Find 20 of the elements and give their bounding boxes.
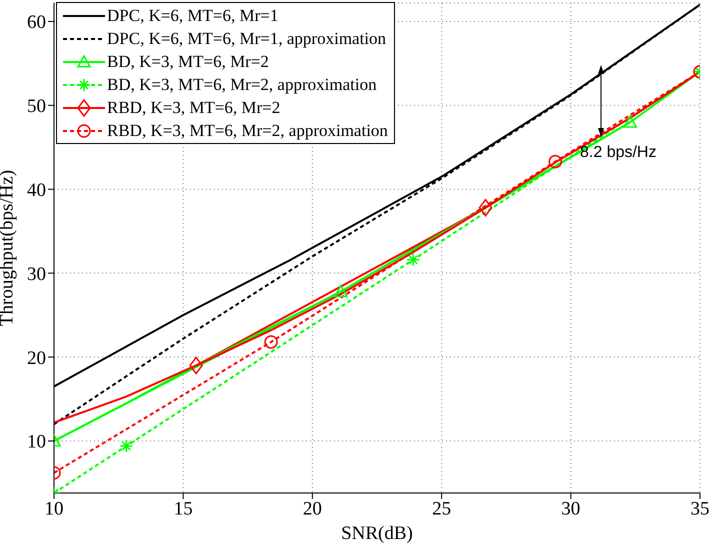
- annotation: 8.2 bps/Hz: [580, 144, 658, 162]
- y-tick-label: 60: [27, 12, 46, 34]
- legend-label: RBD, K=3, MT=6, Mr=2, approximation: [107, 120, 388, 142]
- legend-label: BD, K=3, MT=6, Mr=2: [107, 51, 269, 73]
- x-tick-label: 25: [432, 498, 452, 520]
- legend-label: DPC, K=6, MT=6, Mr=1: [107, 5, 278, 27]
- x-axis-title: SNR(dB): [341, 523, 413, 544]
- x-tick-label: 20: [302, 498, 322, 520]
- x-tick-label: 30: [561, 498, 580, 520]
- y-tick-label: 40: [27, 180, 46, 202]
- y-tick-label: 20: [27, 348, 46, 369]
- x-tick-label: 15: [174, 498, 193, 520]
- legend-label: DPC, K=6, MT=6, Mr=1, approximation: [107, 28, 386, 50]
- x-tick-label: 35: [690, 498, 710, 520]
- legend-label: BD, K=3, MT=6, Mr=2, approximation: [107, 74, 377, 96]
- y-tick-label: 10: [27, 432, 46, 453]
- y-tick-label: 50: [27, 96, 46, 118]
- y-tick-label: 30: [27, 264, 46, 285]
- x-tick-label: 10: [44, 498, 64, 520]
- legend-label: RBD, K=3, MT=6, Mr=2: [107, 97, 280, 119]
